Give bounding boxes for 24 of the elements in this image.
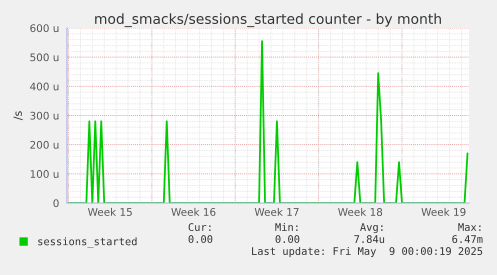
- y-tick-label: 200 u: [30, 140, 58, 149]
- text: 0.00: [188, 235, 212, 244]
- text: 7.84u: [354, 235, 384, 244]
- x-tick-label: Week 16: [171, 208, 216, 216]
- text: Min:: [275, 222, 298, 231]
- chart-title: mod_smacks/sessions_started counter - by month: [95, 13, 441, 28]
- text: Max:: [458, 223, 480, 232]
- x-tick-label: Week 18: [338, 208, 382, 216]
- y-tick-label: 0: [53, 199, 59, 208]
- x-tick-label: Week 19: [421, 208, 466, 216]
- y-tick-label: 300 u: [30, 112, 58, 120]
- text: 6.47m: [452, 235, 483, 244]
- legend-label: sessions_started: [38, 237, 137, 248]
- text: 0.00: [276, 235, 300, 244]
- x-tick-label: Week 15: [88, 208, 132, 216]
- text: Last update: Fri May 9 00:00:19 2025: [252, 246, 482, 258]
- text: Cur:: [188, 223, 210, 232]
- y-tick-label: 100 u: [30, 170, 58, 178]
- y-tick-label: 400 u: [30, 82, 58, 90]
- y-axis-title: /s: [14, 111, 23, 120]
- text: Avg:: [360, 223, 382, 234]
- x-tick-label: Week 17: [254, 208, 299, 216]
- y-tick-label: 500 u: [30, 53, 58, 62]
- y-tick-label: 600 u: [30, 24, 58, 32]
